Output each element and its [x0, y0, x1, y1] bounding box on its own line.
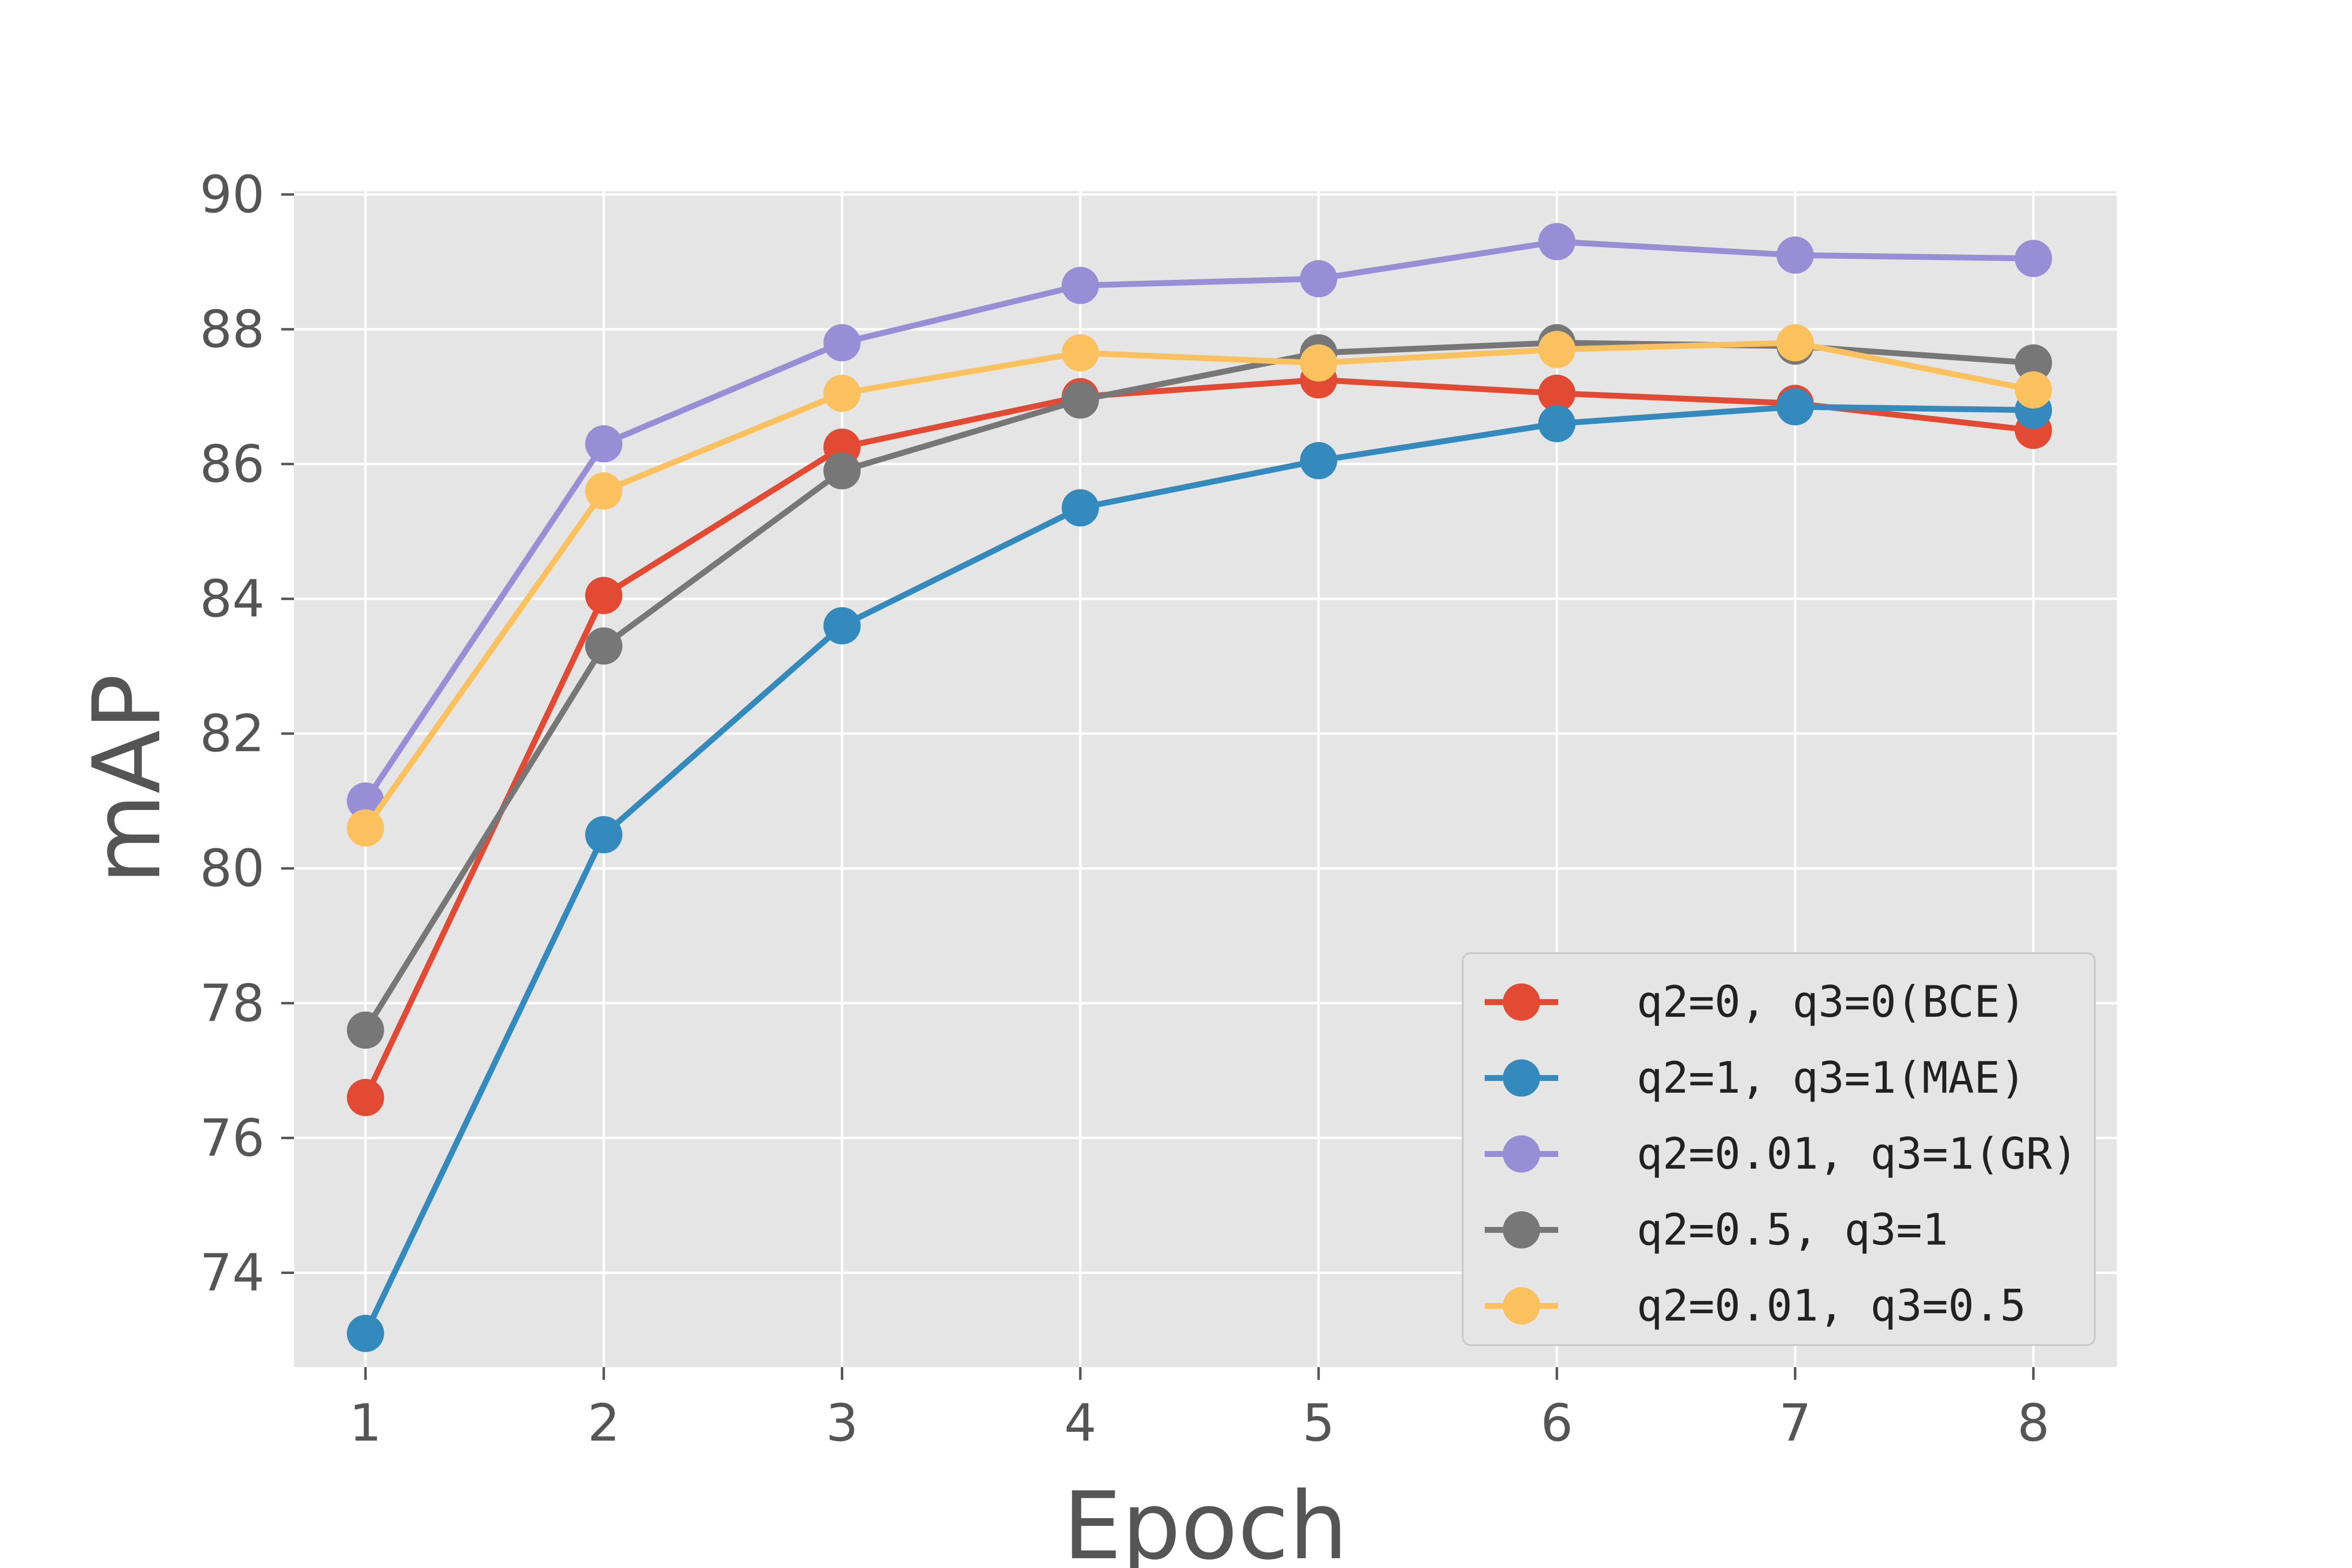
y-tick-label: 84	[200, 569, 265, 629]
data-point	[1061, 334, 1099, 372]
series-line	[362, 404, 2036, 1337]
legend-marker	[1503, 1059, 1540, 1097]
series-layer	[346, 223, 2052, 1352]
data-point	[2014, 240, 2052, 277]
legend-item: q2=0.5, q3=1	[1485, 1204, 1948, 1255]
legend-label: q2=0, q3=0(BCE)	[1637, 977, 2026, 1027]
y-tick-label: 78	[200, 973, 265, 1033]
x-tick-label: 1	[349, 1393, 382, 1453]
legend-item: q2=0.01, q3=1(GR)	[1485, 1128, 2078, 1179]
data-point	[346, 1011, 384, 1049]
data-point	[2014, 371, 2052, 409]
data-point	[1538, 405, 1576, 442]
legend-label: q2=0.01, q3=1(GR)	[1637, 1128, 2078, 1179]
series-group	[346, 388, 2052, 1352]
legend-item: q2=1, q3=1(MAE)	[1485, 1053, 2026, 1103]
data-point	[585, 816, 623, 854]
y-tick-label: 86	[200, 434, 265, 494]
data-point	[585, 472, 623, 510]
data-point	[585, 577, 623, 614]
data-point	[823, 374, 861, 412]
data-point	[1776, 324, 1814, 362]
x-tick-label: 5	[1302, 1393, 1335, 1453]
legend-marker	[1503, 1135, 1540, 1173]
data-point	[1299, 260, 1337, 297]
y-tick-label: 74	[200, 1243, 265, 1302]
y-tick-label: 76	[200, 1108, 265, 1168]
series-line	[362, 239, 2036, 804]
x-tick-label: 2	[588, 1393, 620, 1453]
legend-item: q2=0, q3=0(BCE)	[1485, 977, 2026, 1027]
legend-label: q2=1, q3=1(MAE)	[1637, 1053, 2026, 1103]
data-point	[585, 425, 623, 463]
x-tick-label: 4	[1064, 1393, 1097, 1453]
legend-box	[1462, 952, 2096, 1346]
y-tick-label: 90	[200, 165, 265, 224]
legend-label: q2=0.01, q3=0.5	[1637, 1280, 2026, 1331]
data-point	[1538, 331, 1576, 368]
x-axis-title: Epoch	[1063, 1472, 1348, 1568]
legend-label: q2=0.5, q3=1	[1637, 1204, 1948, 1255]
series-line	[362, 340, 2036, 831]
data-point	[585, 627, 623, 665]
data-point	[823, 607, 861, 645]
data-point	[346, 1315, 384, 1352]
data-point	[1299, 344, 1337, 382]
x-tick-label: 6	[1541, 1393, 1573, 1453]
data-point	[1061, 381, 1099, 419]
series-group	[346, 324, 2052, 847]
data-point	[823, 324, 861, 362]
legend: q2=0, q3=0(BCE) q2=1, q3=1(MAE) q2=0.01, q…	[1462, 952, 2096, 1346]
data-point	[1061, 267, 1099, 304]
legend-marker	[1503, 983, 1540, 1021]
y-axis-title: mAP	[73, 674, 181, 884]
data-point	[1776, 388, 1814, 426]
legend-marker	[1503, 1211, 1540, 1249]
data-point	[346, 1078, 384, 1116]
data-point	[1061, 489, 1099, 527]
y-tick-label: 80	[200, 838, 265, 898]
data-point	[1538, 374, 1576, 412]
data-point	[823, 452, 861, 490]
x-tick-label: 3	[826, 1393, 858, 1453]
x-tick-label: 8	[2017, 1393, 2050, 1453]
y-tick-label: 88	[200, 299, 265, 359]
x-tick-label: 7	[1779, 1393, 1811, 1453]
legend-item: q2=0.01, q3=0.5	[1485, 1280, 2026, 1331]
legend-marker	[1503, 1287, 1540, 1324]
data-point	[1299, 442, 1337, 480]
data-point	[1776, 236, 1814, 274]
y-tick-label: 82	[200, 704, 265, 763]
data-point	[346, 809, 384, 847]
series-line	[362, 377, 2036, 1101]
data-point	[2014, 344, 2052, 382]
data-point	[1538, 223, 1576, 261]
